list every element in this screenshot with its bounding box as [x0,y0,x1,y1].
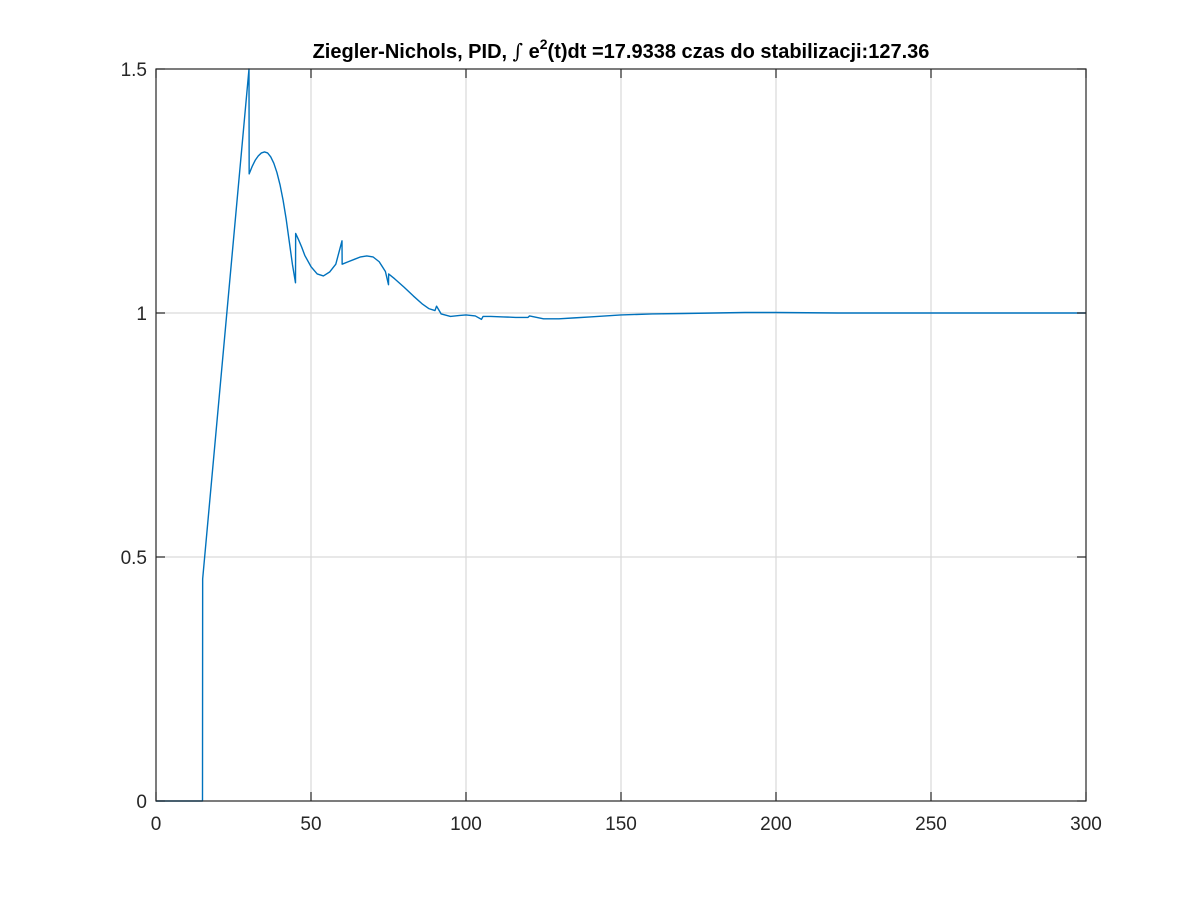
chart-title: Ziegler-Nichols, PID, ∫ e2(t)dt =17.9338… [313,36,930,63]
y-tick-labels: 0 0.5 1 1.5 [121,60,147,813]
series-line [156,68,1086,802]
y-tick-label: 1.5 [121,60,147,81]
y-tick-label: 1 [136,304,147,325]
y-tick-label: 0.5 [121,548,147,569]
title-exponent: 2 [540,36,548,52]
x-tick-label: 50 [300,814,321,835]
title-expression-suffix: (t)dt =17.9338 czas do stabilizacji:127.… [548,41,930,63]
x-tick-labels: 0 50 100 150 200 250 300 [151,814,1102,835]
integral-symbol: ∫ [513,39,523,63]
title-prefix: Ziegler-Nichols, PID, [313,41,513,63]
x-tick-label: 300 [1070,814,1102,835]
x-tick-label: 150 [605,814,637,835]
x-tick-label: 100 [450,814,482,835]
title-expression-base: e [529,41,540,63]
x-tick-label: 250 [915,814,947,835]
y-tick-label: 0 [136,792,147,813]
x-tick-label: 0 [151,814,162,835]
series-layer [156,68,1086,802]
tick-marks [155,68,1087,802]
x-tick-label: 200 [760,814,792,835]
